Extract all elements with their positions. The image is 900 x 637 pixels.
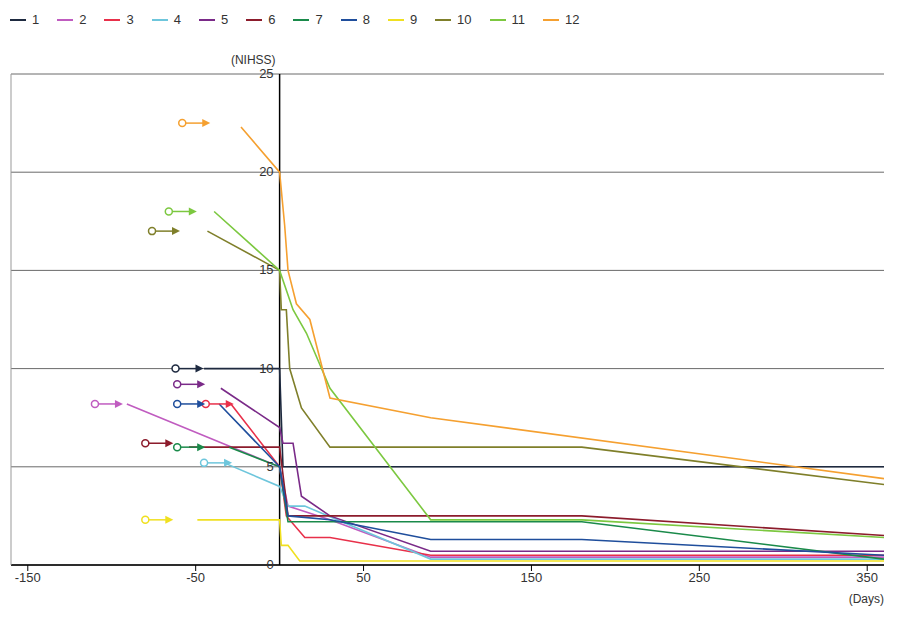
html-text:5: 5: [220, 12, 229, 27]
html-text:8: 8: [362, 12, 370, 27]
svg-text:15: 15: [259, 262, 273, 277]
html-text:2: 2: [79, 12, 87, 27]
svg-text:5: 5: [266, 459, 273, 474]
html-text:12: 12: [565, 12, 580, 27]
svg-text:0: 0: [266, 557, 273, 572]
html-text:7: 7: [315, 12, 323, 27]
svg-text:20: 20: [259, 164, 273, 179]
svg-text:-50: -50: [186, 570, 205, 585]
html-text:6: 6: [268, 12, 276, 27]
svg-text:150: 150: [521, 570, 543, 585]
svg-text:350: 350: [856, 570, 878, 585]
svg-text:50: 50: [356, 570, 370, 585]
svg-text:(Days): (Days): [849, 592, 884, 606]
svg-text:(NIHSS): (NIHSS): [231, 53, 276, 67]
html-text:9: 9: [409, 12, 418, 27]
svg-text:250: 250: [688, 570, 710, 585]
svg-text:-150: -150: [15, 570, 41, 585]
svg-text:10: 10: [259, 361, 273, 376]
svg-text:25: 25: [259, 66, 273, 81]
html-text:4: 4: [173, 12, 181, 27]
html-text:1: 1: [32, 12, 40, 27]
html-text:10: 10: [457, 12, 472, 27]
html-text:3: 3: [126, 12, 134, 27]
html-text:11: 11: [511, 12, 526, 27]
